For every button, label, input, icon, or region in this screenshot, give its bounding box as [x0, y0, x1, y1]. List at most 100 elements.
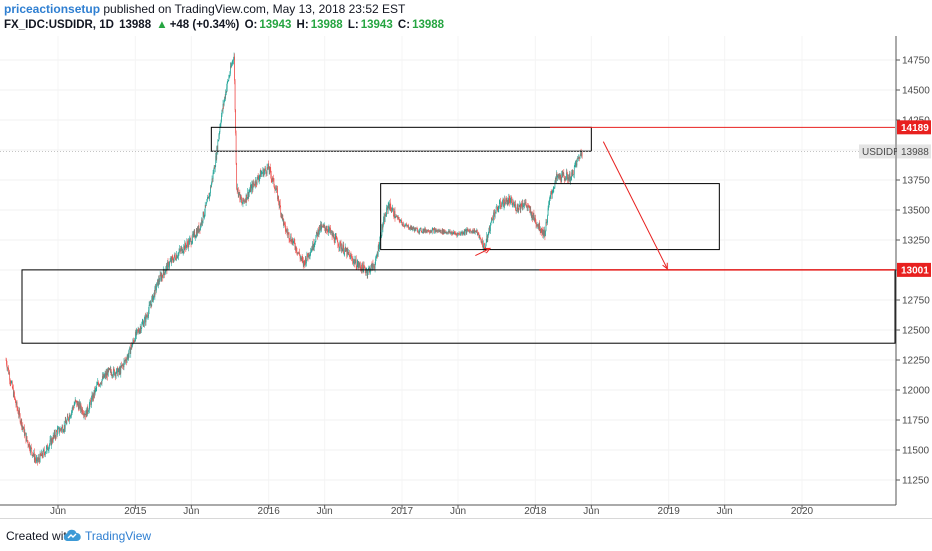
- candle-body: [219, 132, 220, 136]
- candle-body: [130, 348, 132, 354]
- candle-body: [504, 199, 506, 204]
- candle-body: [95, 388, 96, 390]
- x-tick-label: 2019: [658, 506, 681, 517]
- candle-body: [218, 135, 220, 141]
- candle-body: [421, 231, 423, 233]
- candle-body: [436, 230, 437, 232]
- candle-body: [499, 201, 501, 204]
- price-chart[interactable]: 1125011500117501200012250125001275013000…: [0, 0, 932, 518]
- candle-body: [468, 230, 470, 231]
- candle-body: [395, 217, 396, 219]
- candle-body: [112, 375, 114, 377]
- candle-body: [463, 233, 465, 234]
- candle-body: [500, 206, 502, 207]
- tradingview-link[interactable]: TradingView: [85, 529, 152, 543]
- y-tick-label: 11750: [902, 416, 930, 427]
- candle-body: [230, 66, 232, 68]
- candle-body: [64, 424, 66, 429]
- candle-body: [537, 225, 539, 226]
- candle-body: [421, 231, 423, 233]
- candle-body: [330, 228, 331, 233]
- candle-body: [453, 231, 455, 233]
- candle-body: [184, 242, 186, 251]
- candle-body: [207, 197, 209, 199]
- candle-body: [554, 182, 556, 188]
- candle-body: [539, 222, 541, 231]
- candle-body: [402, 223, 404, 226]
- candle-body: [200, 224, 202, 225]
- candle-body: [514, 204, 515, 207]
- candle-body: [23, 427, 25, 430]
- candle-body: [109, 368, 111, 370]
- candle-body: [305, 258, 307, 264]
- candle-body: [520, 202, 522, 207]
- candle-body: [6, 360, 7, 365]
- candle-body: [513, 202, 514, 205]
- time-axis[interactable]: Jun 2015 Jun 2016 Jun 2017 Jun 2018 Jun 2019 Jun 20…: [0, 504, 896, 517]
- candle-body: [52, 435, 54, 442]
- candle-body: [466, 229, 468, 231]
- candle-body: [336, 238, 338, 243]
- candle-body: [28, 444, 29, 447]
- author-link[interactable]: priceactionsetup: [4, 2, 101, 16]
- candle-body: [490, 225, 491, 231]
- candle-body: [63, 424, 65, 431]
- candle-body: [555, 177, 556, 183]
- candle-body: [273, 178, 274, 179]
- candle-body: [321, 225, 322, 230]
- candle-body: [189, 238, 191, 240]
- candle-body: [137, 329, 139, 331]
- candle-body: [343, 253, 345, 254]
- candle-body: [86, 410, 88, 417]
- candle-body: [399, 220, 401, 222]
- candle-body: [560, 179, 562, 181]
- y-tick-label: 11500: [902, 446, 930, 457]
- candle-body: [399, 220, 401, 222]
- candle-body: [22, 427, 24, 430]
- symbol-tag-label: USDIDR: [862, 147, 900, 158]
- candle-body: [94, 390, 95, 395]
- candle-body: [67, 416, 69, 418]
- candle-body: [104, 373, 106, 376]
- candle-body: [485, 242, 487, 246]
- candle-body: [260, 173, 262, 177]
- candle-body: [38, 457, 40, 460]
- candle-body: [209, 193, 211, 194]
- candle-body: [319, 225, 320, 232]
- candle-body: [49, 439, 51, 445]
- x-tick-label: Jun: [50, 506, 66, 517]
- x-tick-label: Jun: [583, 506, 599, 517]
- candle-body: [365, 270, 366, 274]
- candle-body: [53, 432, 55, 437]
- candle-body: [364, 267, 366, 271]
- candle-body: [574, 164, 576, 165]
- candle-body: [168, 265, 170, 268]
- candle-body: [430, 231, 432, 232]
- candle-body: [237, 187, 239, 196]
- candle-body: [262, 169, 264, 174]
- candle-body: [341, 247, 343, 252]
- candle-body: [517, 209, 519, 211]
- candle-body: [273, 178, 275, 186]
- candle-body: [316, 231, 318, 233]
- candle-body: [145, 315, 147, 323]
- candle-body: [453, 231, 455, 234]
- candle-body: [201, 219, 203, 223]
- candle-body: [493, 212, 495, 214]
- candle-body: [442, 229, 444, 234]
- candle-body: [193, 232, 195, 233]
- candle-body: [40, 455, 42, 457]
- candle-body: [338, 246, 340, 248]
- candle-body: [98, 384, 100, 387]
- candle-body: [495, 206, 497, 214]
- candle-body: [379, 239, 381, 247]
- candle-body: [351, 255, 352, 258]
- candle-body: [165, 271, 166, 273]
- candle-body: [517, 205, 519, 210]
- candle-body: [533, 213, 535, 219]
- candle-body: [571, 172, 573, 177]
- candle-body: [439, 230, 440, 232]
- candle-body: [481, 241, 482, 243]
- y-tick-label: 14500: [902, 86, 930, 97]
- candle-body: [355, 258, 357, 268]
